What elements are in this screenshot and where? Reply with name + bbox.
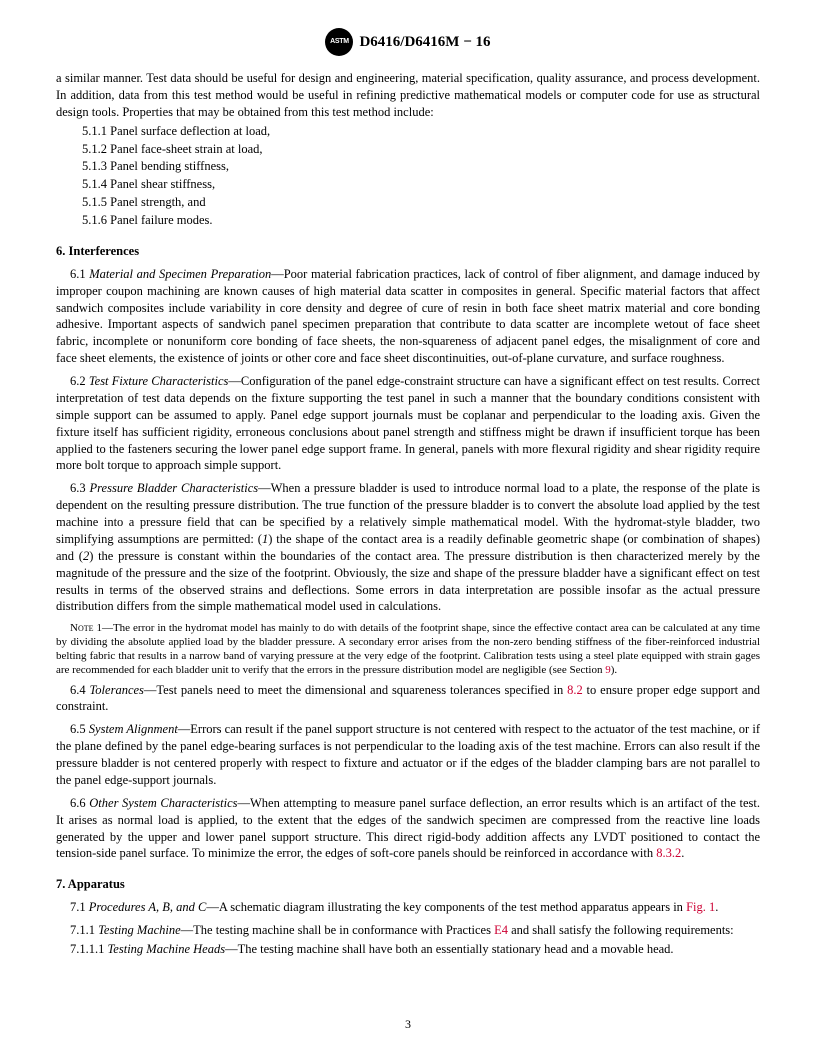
list-item: 5.1.1 Panel surface deflection at load,	[82, 123, 760, 140]
list-item: 5.1.3 Panel bending stiffness,	[82, 158, 760, 175]
clause-title: System Alignment	[89, 722, 178, 736]
list-item: 5.1.5 Panel strength, and	[82, 194, 760, 211]
figure-link[interactable]: Fig. 1	[686, 900, 715, 914]
intro-paragraph: a similar manner. Test data should be us…	[56, 70, 760, 121]
clause-title: Other System Characteristics	[89, 796, 237, 810]
clause-body: —Test panels need to meet the dimensiona…	[144, 683, 567, 697]
clause-body: —Poor material fabrication practices, la…	[56, 267, 760, 365]
clause-number: 6.3	[70, 481, 90, 495]
note-1: Note 1—The error in the hydromat model h…	[56, 621, 760, 677]
clause-title: Test Fixture Characteristics	[89, 374, 229, 388]
clause-number: 7.1	[70, 900, 89, 914]
cross-ref-link[interactable]: 8.2	[567, 683, 583, 697]
para-6-2: 6.2 Test Fixture Characteristics—Configu…	[56, 373, 760, 474]
para-6-4: 6.4 Tolerances—Test panels need to meet …	[56, 682, 760, 716]
note-body: 1—The error in the hydromat model has ma…	[56, 622, 760, 676]
section-7-heading: 7. Apparatus	[56, 876, 760, 893]
clause-title: Testing Machine	[98, 923, 181, 937]
clause-number: 6.6	[70, 796, 89, 810]
para-7-1: 7.1 Procedures A, B, and C—A schematic d…	[56, 899, 760, 916]
list-item: 5.1.6 Panel failure modes.	[82, 212, 760, 229]
clause-number: 6.2	[70, 374, 89, 388]
page-number: 3	[0, 1016, 816, 1032]
section-6-heading: 6. Interferences	[56, 243, 760, 260]
practices-link[interactable]: E4	[494, 923, 508, 937]
astm-logo-icon: ASTM	[325, 28, 353, 56]
clause-body: —Configuration of the panel edge-constra…	[56, 374, 760, 472]
clause-body: .	[715, 900, 718, 914]
clause-title: Pressure Bladder Characteristics	[90, 481, 259, 495]
para-6-5: 6.5 System Alignment—Errors can result i…	[56, 721, 760, 789]
note-label: Note	[70, 622, 94, 634]
para-6-6: 6.6 Other System Characteristics—When at…	[56, 795, 760, 863]
clause-number: 7.1.1	[70, 923, 98, 937]
standard-designation: D6416/D6416M − 16	[359, 32, 490, 52]
cross-ref-link[interactable]: 8.3.2	[656, 846, 681, 860]
clause-number: 6.5	[70, 722, 89, 736]
clause-body: —The testing machine shall have both an …	[225, 942, 673, 956]
clause-title: Tolerances	[90, 683, 144, 697]
para-6-3: 6.3 Pressure Bladder Characteristics—Whe…	[56, 480, 760, 615]
note-body: ).	[611, 664, 617, 676]
clause-body: .	[681, 846, 684, 860]
document-header: ASTM D6416/D6416M − 16	[56, 28, 760, 56]
para-7-1-1-1: 7.1.1.1 Testing Machine Heads—The testin…	[56, 941, 760, 958]
clause-body: ) the pressure is constant within the bo…	[56, 549, 760, 614]
list-item: 5.1.2 Panel face-sheet strain at load,	[82, 141, 760, 158]
clause-body: —The testing machine shall be in conform…	[181, 923, 494, 937]
clause-number: 6.4	[70, 683, 90, 697]
clause-title: Testing Machine Heads	[108, 942, 226, 956]
clause-body: and shall satisfy the following requirem…	[508, 923, 734, 937]
clause-number: 7.1.1.1	[70, 942, 108, 956]
clause-body: —A schematic diagram illustrating the ke…	[206, 900, 686, 914]
clause-title: Material and Specimen Preparation	[89, 267, 271, 281]
clause-title: Procedures A, B, and C	[89, 900, 207, 914]
para-6-1: 6.1 Material and Specimen Preparation—Po…	[56, 266, 760, 367]
para-7-1-1: 7.1.1 Testing Machine—The testing machin…	[56, 922, 760, 939]
clause-number: 6.1	[70, 267, 89, 281]
list-item: 5.1.4 Panel shear stiffness,	[82, 176, 760, 193]
